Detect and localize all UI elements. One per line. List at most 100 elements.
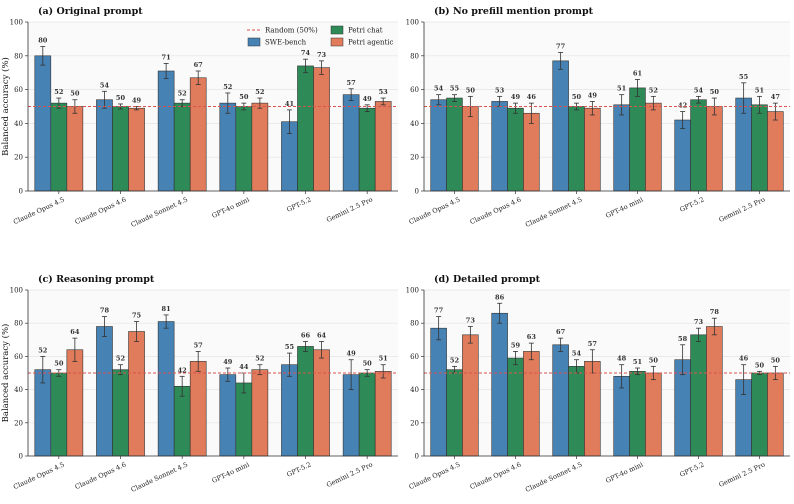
bar	[507, 107, 524, 192]
bar	[112, 369, 129, 457]
bar	[219, 374, 237, 457]
bar	[446, 369, 463, 457]
data-label: 49	[363, 95, 373, 103]
bar	[767, 111, 784, 192]
x-tick-label: Gemini 2.5 Pro	[718, 196, 767, 224]
bar	[112, 106, 129, 192]
data-label: 52	[450, 356, 459, 364]
data-label: 54	[694, 86, 704, 94]
y-tick-label: 40	[410, 120, 419, 128]
data-label: 47	[771, 93, 781, 101]
bar	[491, 101, 508, 192]
legend-swatch	[247, 37, 261, 47]
y-tick-label: 60	[410, 86, 419, 94]
data-label: 52	[178, 90, 187, 98]
data-label: 57	[588, 340, 598, 348]
y-tick-label: 20	[14, 154, 23, 162]
bar	[430, 327, 447, 457]
y-tick-label: 80	[410, 320, 419, 328]
bar	[584, 107, 601, 192]
x-tick-label: Claude Opus 4.5	[408, 461, 462, 492]
bar	[251, 102, 269, 192]
data-label: 50	[239, 93, 249, 101]
bar	[235, 106, 253, 192]
data-label: 57	[194, 341, 204, 349]
data-label: 74	[301, 49, 311, 57]
x-tick-label: Gemini 2.5 Pro	[325, 196, 374, 224]
data-label: 51	[617, 85, 626, 93]
bar	[568, 106, 585, 192]
y-tick-label: 0	[415, 188, 419, 196]
bar	[690, 334, 707, 457]
data-label: 58	[678, 335, 688, 343]
panel-title: (d) Detailed prompt	[434, 274, 541, 285]
bar	[173, 385, 191, 457]
data-label: 50	[771, 356, 781, 364]
bar	[645, 372, 662, 457]
y-tick-label: 60	[14, 86, 23, 94]
data-label: 42	[678, 102, 687, 110]
data-label: 50	[755, 361, 765, 369]
data-label: 66	[301, 331, 311, 339]
y-tick-label: 100	[406, 19, 419, 27]
data-label: 50	[466, 86, 476, 94]
x-tick-label: Gemini 2.5 Pro	[718, 461, 767, 489]
data-label: 53	[495, 86, 505, 94]
data-label: 52	[116, 355, 125, 363]
bar	[96, 326, 113, 457]
bar	[189, 361, 207, 457]
data-label: 50	[116, 94, 126, 102]
data-label: 75	[132, 312, 142, 320]
data-label: 54	[572, 350, 582, 358]
x-tick-label: GPT-4o mini	[211, 196, 251, 220]
bar	[297, 65, 314, 192]
data-label: 49	[132, 97, 142, 105]
bar	[523, 351, 540, 457]
bar	[66, 349, 84, 457]
bar	[50, 372, 68, 457]
bar	[374, 101, 392, 192]
data-label: 52	[38, 346, 47, 354]
data-label: 81	[162, 305, 171, 313]
y-axis-label: Balanced accuracy (%)	[0, 324, 11, 423]
bar	[462, 106, 479, 192]
data-label: 54	[100, 81, 110, 89]
data-label: 51	[755, 86, 764, 94]
y-tick-label: 100	[406, 287, 419, 295]
bar	[157, 321, 175, 457]
x-tick-label: Claude Opus 4.6	[469, 461, 523, 492]
legend-label: Petri agentic	[348, 39, 394, 47]
bar	[173, 102, 191, 192]
bar	[219, 102, 237, 192]
bar	[358, 107, 376, 192]
data-label: 67	[556, 328, 566, 336]
data-label: 50	[70, 90, 80, 98]
data-label: 50	[54, 360, 64, 368]
legend-label: Random (50%)	[265, 27, 318, 35]
bar	[584, 361, 601, 457]
bar	[751, 372, 768, 457]
data-label: 55	[450, 85, 460, 93]
bar	[251, 369, 269, 457]
bar	[751, 104, 768, 192]
bar	[690, 99, 707, 192]
bar	[128, 331, 145, 457]
y-tick-label: 60	[14, 353, 23, 361]
y-tick-label: 20	[14, 419, 23, 427]
x-tick-label: Claude Opus 4.5	[408, 196, 462, 227]
data-label: 61	[633, 69, 642, 77]
data-label: 80	[38, 37, 48, 45]
data-label: 71	[162, 53, 171, 61]
data-label: 52	[649, 86, 658, 94]
bar	[297, 346, 314, 457]
bar	[523, 112, 540, 192]
bar	[128, 107, 145, 192]
y-tick-label: 100	[10, 287, 23, 295]
y-tick-label: 80	[14, 52, 23, 60]
y-tick-label: 100	[10, 19, 23, 27]
data-label: 52	[255, 88, 264, 96]
data-label: 78	[710, 308, 720, 316]
bar	[281, 364, 298, 457]
x-tick-label: GPT-5.2	[678, 196, 705, 214]
